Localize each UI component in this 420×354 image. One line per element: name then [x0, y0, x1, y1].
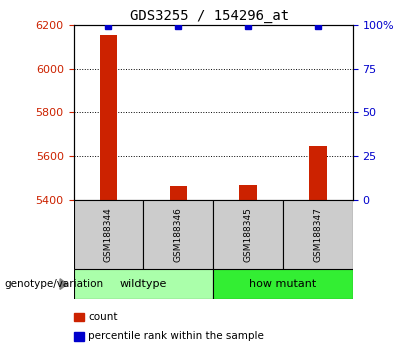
Bar [143, 200, 213, 269]
Text: GSM188346: GSM188346 [174, 207, 183, 262]
Bar [74, 200, 143, 269]
Text: GSM188344: GSM188344 [104, 207, 113, 262]
Bar [74, 269, 213, 299]
Bar [213, 200, 283, 269]
Text: GDS3255 / 154296_at: GDS3255 / 154296_at [131, 9, 289, 23]
Text: wildtype: wildtype [120, 279, 167, 289]
Bar [213, 269, 353, 299]
Text: how mutant: how mutant [249, 279, 317, 289]
Bar [309, 146, 327, 200]
Bar [283, 200, 353, 269]
Text: genotype/variation: genotype/variation [4, 279, 103, 289]
Text: count: count [88, 312, 118, 322]
Text: percentile rank within the sample: percentile rank within the sample [88, 331, 264, 341]
Text: GSM188345: GSM188345 [244, 207, 252, 262]
Bar [100, 35, 117, 200]
Bar [239, 185, 257, 200]
Bar [170, 186, 187, 200]
Text: GSM188347: GSM188347 [313, 207, 323, 262]
